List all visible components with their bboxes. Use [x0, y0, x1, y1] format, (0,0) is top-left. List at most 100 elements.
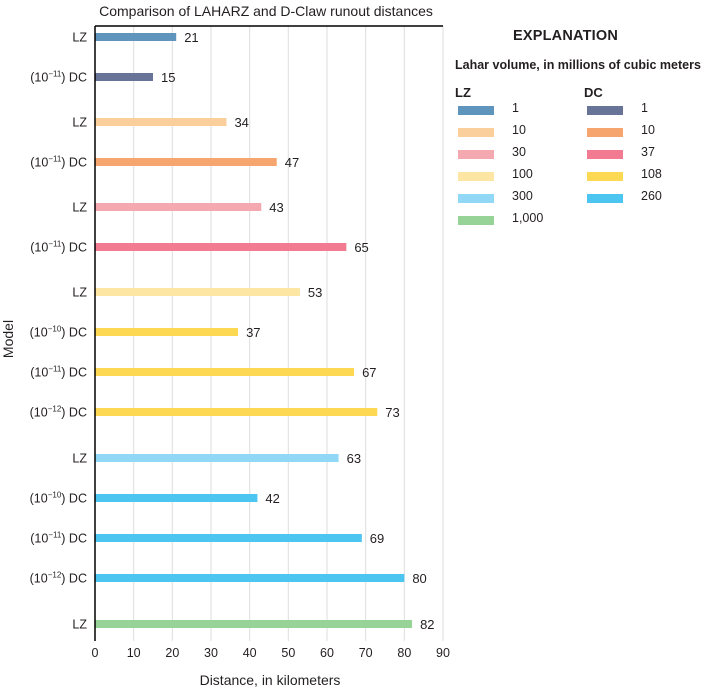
bar-dc: [95, 158, 277, 166]
x-tick-label: 0: [92, 646, 99, 660]
bar-dc: [95, 73, 153, 81]
legend-item: 10: [584, 123, 655, 147]
chart-title: Comparison of LAHARZ and D-Claw runout d…: [99, 3, 433, 19]
bar-lz: [95, 620, 413, 628]
legend-swatch: [458, 172, 494, 181]
x-tick-label: 60: [320, 646, 334, 660]
bar-dc: [95, 243, 347, 251]
value-label: 73: [385, 405, 399, 420]
row-label: LZ: [72, 452, 87, 466]
value-label: 67: [362, 365, 376, 380]
legend-item: 30: [455, 145, 526, 169]
row-label: LZ: [72, 618, 87, 632]
x-tick-label: 20: [165, 646, 179, 660]
row-label: (10−11) DC: [30, 240, 87, 255]
x-tick-label: 70: [359, 646, 373, 660]
bar-dc: [95, 494, 258, 502]
legend-swatch: [587, 172, 623, 181]
legend-label: 30: [512, 145, 526, 159]
legend-label: 10: [512, 123, 526, 137]
legend-label: 108: [641, 167, 662, 181]
legend-swatch: [458, 150, 494, 159]
value-label: 69: [370, 531, 384, 546]
legend-item: 260: [584, 189, 662, 213]
value-label: 42: [265, 491, 279, 506]
bar-lz: [95, 203, 262, 211]
legend-item: 1: [584, 101, 648, 125]
row-label: (10−12) DC: [30, 405, 87, 420]
legend-swatch: [587, 194, 623, 203]
legend-item: 10: [455, 123, 526, 147]
legend-label: 1: [512, 101, 519, 115]
legend-swatch: [587, 106, 623, 115]
legend-group-title: LZ: [455, 85, 471, 100]
bar-dc: [95, 328, 239, 336]
bar-dc: [95, 408, 378, 416]
legend-label: 1,000: [512, 211, 544, 225]
row-label: (10−11) DC: [30, 365, 87, 380]
value-label: 80: [412, 571, 426, 586]
bars: [95, 33, 413, 628]
row-label: (10−10) DC: [30, 325, 87, 340]
bar-dc: [95, 574, 405, 582]
x-tick-label: 50: [281, 646, 295, 660]
bar-dc: [95, 368, 355, 376]
legend-item: 108: [584, 167, 662, 191]
x-tick-label: 40: [243, 646, 257, 660]
x-tick-label: 80: [397, 646, 411, 660]
row-label: LZ: [72, 31, 87, 45]
value-label: 21: [184, 30, 198, 45]
legend-label: 1: [641, 101, 648, 115]
legend-group-title: DC: [584, 85, 603, 100]
legend-swatch: [458, 194, 494, 203]
bar-lz: [95, 118, 227, 126]
legend-swatch: [458, 216, 494, 225]
x-axis-label: Distance, in kilometers: [200, 672, 341, 688]
x-tick-label: 30: [204, 646, 218, 660]
legend-item: 37: [584, 145, 655, 169]
row-label: LZ: [72, 201, 87, 215]
y-axis-label: Model: [0, 320, 16, 358]
x-tick-label: 10: [127, 646, 141, 660]
legend-label: 10: [641, 123, 655, 137]
row-label: (10−10) DC: [30, 491, 87, 506]
value-label: 15: [161, 70, 175, 85]
legend-swatch: [587, 150, 623, 159]
row-label: LZ: [72, 286, 87, 300]
value-label: 53: [308, 285, 322, 300]
value-label: 43: [269, 200, 283, 215]
value-label: 34: [234, 115, 248, 130]
row-label: (10−11) DC: [30, 70, 87, 85]
row-label: (10−11) DC: [30, 531, 87, 546]
legend-label: 300: [512, 189, 533, 203]
legend-subtitle: Lahar volume, in millions of cubic meter…: [455, 58, 701, 72]
bar-lz: [95, 454, 339, 462]
x-tick-label: 90: [436, 646, 450, 660]
value-labels: 21 15 34 47 43 65 53 37 67 73 63 42 69 80 82: [161, 30, 435, 632]
legend-group-lz: LZ 1 10 30 100 300 1,000: [455, 85, 543, 235]
bar-dc: [95, 534, 362, 542]
value-label: 63: [347, 451, 361, 466]
legend-item: 1: [455, 101, 519, 125]
legend-item: 100: [455, 167, 533, 191]
value-label: 65: [354, 240, 368, 255]
x-tick-labels: 0 10 20 30 40 50 60 70 80 90: [92, 646, 450, 660]
legend-group-dc: DC 1 10 37 108 260: [584, 85, 662, 213]
legend-label: 260: [641, 189, 662, 203]
row-labels: LZ (10−11) DC LZ (10−11) DC LZ (10−11) DC LZ (1…: [30, 31, 88, 632]
legend-item: 1,000: [455, 211, 543, 235]
bar-lz: [95, 288, 300, 296]
legend-title: EXPLANATION: [513, 28, 619, 44]
value-label: 37: [246, 325, 260, 340]
legend-label: 37: [641, 145, 655, 159]
row-label: (10−12) DC: [30, 571, 87, 586]
bar-lz: [95, 33, 177, 41]
row-label: (10−11) DC: [30, 155, 87, 170]
legend-swatch: [458, 106, 494, 115]
value-label: 82: [420, 617, 434, 632]
legend-swatch: [458, 128, 494, 137]
row-label: LZ: [72, 116, 87, 130]
legend-item: 300: [455, 189, 533, 213]
value-label: 47: [285, 155, 299, 170]
